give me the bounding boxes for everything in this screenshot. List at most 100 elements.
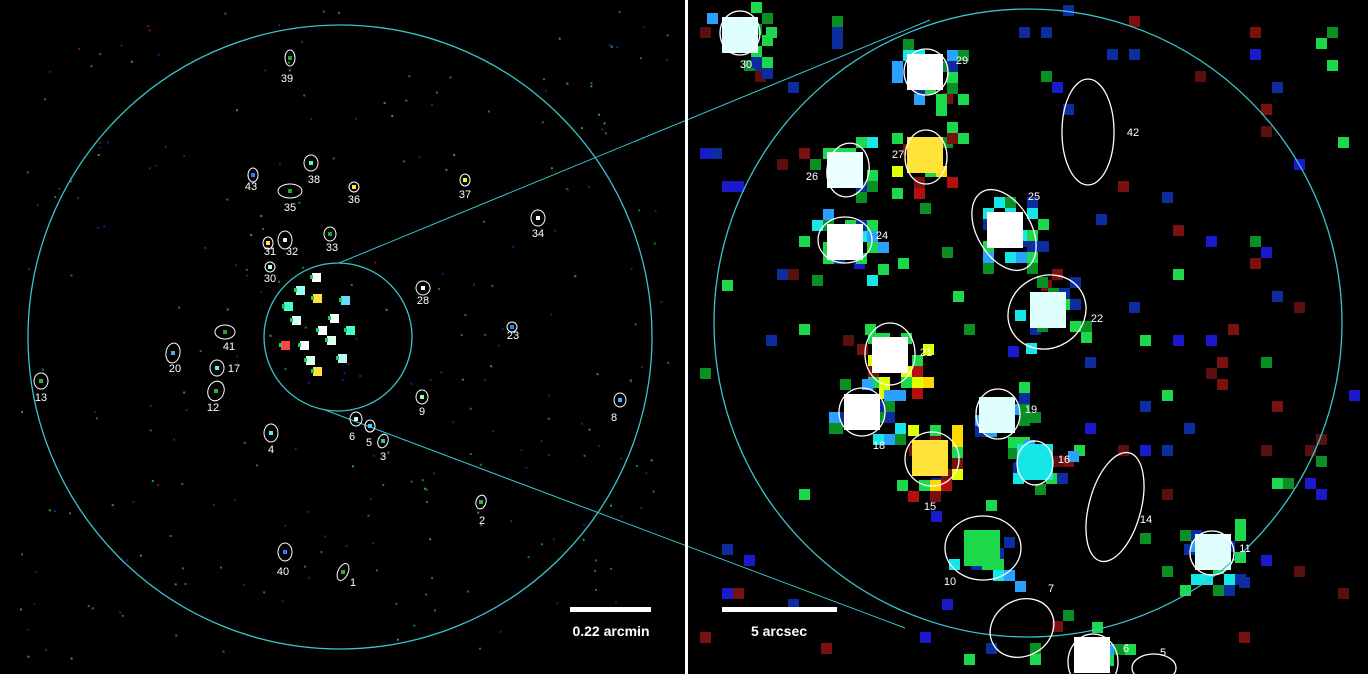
noise-pixel (332, 157, 335, 160)
noise-pixel (320, 551, 323, 554)
noise-pixel (480, 524, 483, 526)
noise-pixel (666, 58, 668, 61)
zoom-source-27-label: 27 (892, 149, 904, 161)
pixel (1074, 445, 1085, 456)
noise-pixel (554, 229, 557, 232)
source-31: 31 (262, 236, 276, 258)
left-scalebar (570, 607, 651, 612)
noise-pixel (95, 417, 98, 420)
source-43-label: 43 (245, 181, 257, 193)
noise-pixel (630, 267, 633, 270)
pixel (823, 209, 834, 220)
noise-pixel (595, 588, 597, 591)
source-12: 12 (207, 380, 225, 414)
noise-pixel (278, 24, 281, 26)
noise-pixel (242, 583, 245, 586)
source-3-core (381, 439, 385, 443)
noise-pixel (236, 355, 239, 358)
pixel (1114, 644, 1125, 655)
noise-pixel (220, 566, 222, 569)
source-35-ellipse (277, 183, 303, 199)
noise-pixel (169, 535, 172, 537)
pixel (1008, 346, 1019, 357)
zoom-source-22: 22 (1007, 274, 1103, 350)
core-halo (339, 298, 342, 302)
pixel (1235, 530, 1246, 541)
pixel (986, 500, 997, 511)
core-halo (325, 338, 328, 342)
pixel (1213, 585, 1224, 596)
source-34-ellipse (530, 209, 546, 227)
noise-pixel (383, 102, 386, 104)
noise-pixel (181, 483, 184, 485)
zoom-source-18-ellipse (838, 387, 886, 437)
source-36: 36 (348, 181, 360, 206)
source-8-ellipse (613, 392, 627, 408)
noise-pixel (260, 215, 263, 217)
source-5-label: 5 (366, 437, 372, 449)
source-2-ellipse (475, 494, 487, 510)
pixel (1052, 269, 1063, 280)
noise-pixel (453, 154, 456, 156)
pixel (986, 643, 997, 654)
noise-pixel (601, 128, 604, 131)
noise-pixel (304, 326, 307, 329)
pixel-core (1030, 292, 1066, 328)
noise-pixel (256, 464, 259, 467)
noise-pixel (97, 154, 100, 156)
zoom-source-21-label: 21 (920, 347, 932, 359)
noise-pixel (640, 507, 643, 510)
pixel (1070, 321, 1081, 332)
noise-pixel (590, 82, 593, 85)
noise-pixel (582, 538, 585, 541)
pixel (799, 489, 810, 500)
source-36-core (352, 185, 356, 189)
pixel (923, 344, 934, 355)
noise-pixel (164, 145, 167, 148)
noise-pixel (645, 472, 648, 475)
source-35: 35 (277, 183, 303, 214)
core-halo (336, 356, 339, 360)
noise-pixel (263, 591, 266, 594)
noise-pixel (69, 512, 71, 515)
pixel (936, 94, 947, 105)
zoom-source-11: 11 (1189, 530, 1251, 576)
source-20-label: 20 (169, 363, 181, 375)
outer-region-circle (27, 24, 653, 650)
noise-pixel (594, 559, 597, 562)
core-blob (306, 356, 315, 365)
noise-pixel (269, 334, 272, 337)
noise-pixel (452, 421, 455, 424)
pixel (1070, 277, 1081, 288)
noise-pixel (441, 272, 444, 275)
pixel (1206, 368, 1217, 379)
pixel (1085, 423, 1096, 434)
pixel (799, 148, 810, 159)
noise-pixel (324, 535, 327, 538)
zoom-source-7-ellipse (989, 598, 1055, 658)
noise-pixel (629, 379, 632, 382)
noise-pixel (558, 37, 561, 40)
source-17-label: 17 (228, 363, 240, 375)
source-39-ellipse (284, 49, 296, 67)
source-5: 5 (364, 419, 376, 449)
noise-pixel (307, 381, 310, 384)
noise-pixel (374, 261, 377, 264)
pixel (1349, 390, 1360, 401)
core-blob (281, 341, 290, 350)
noise-pixel (387, 451, 390, 454)
pixel (1085, 357, 1096, 368)
pixel (1063, 610, 1074, 621)
pixel (1180, 585, 1191, 596)
pixel-core (844, 394, 880, 430)
noise-pixel (487, 110, 490, 113)
noise-pixel (307, 510, 310, 513)
noise-pixel (461, 378, 464, 381)
noise-pixel (54, 196, 57, 199)
core-blob (300, 341, 309, 350)
noise-pixel (540, 440, 543, 443)
source-17: 17 (209, 359, 240, 377)
noise-pixel (643, 26, 646, 29)
pixel (1019, 404, 1030, 415)
pixel (722, 280, 733, 291)
